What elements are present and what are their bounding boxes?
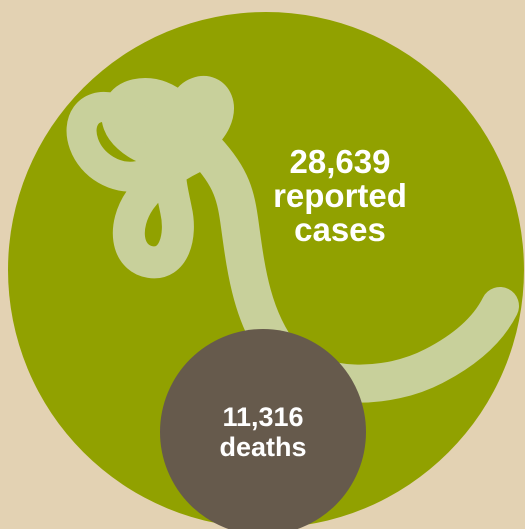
cases-text-line2: cases — [294, 211, 386, 248]
deaths-label: 11,316 deaths — [178, 402, 348, 462]
deaths-text: deaths — [219, 432, 307, 462]
cases-label: 28,639 reported cases — [254, 145, 426, 247]
cases-text-line1: reported — [273, 177, 407, 214]
deaths-circle — [160, 329, 366, 529]
cases-number: 28,639 — [289, 143, 391, 180]
deaths-number: 11,316 — [222, 402, 304, 432]
